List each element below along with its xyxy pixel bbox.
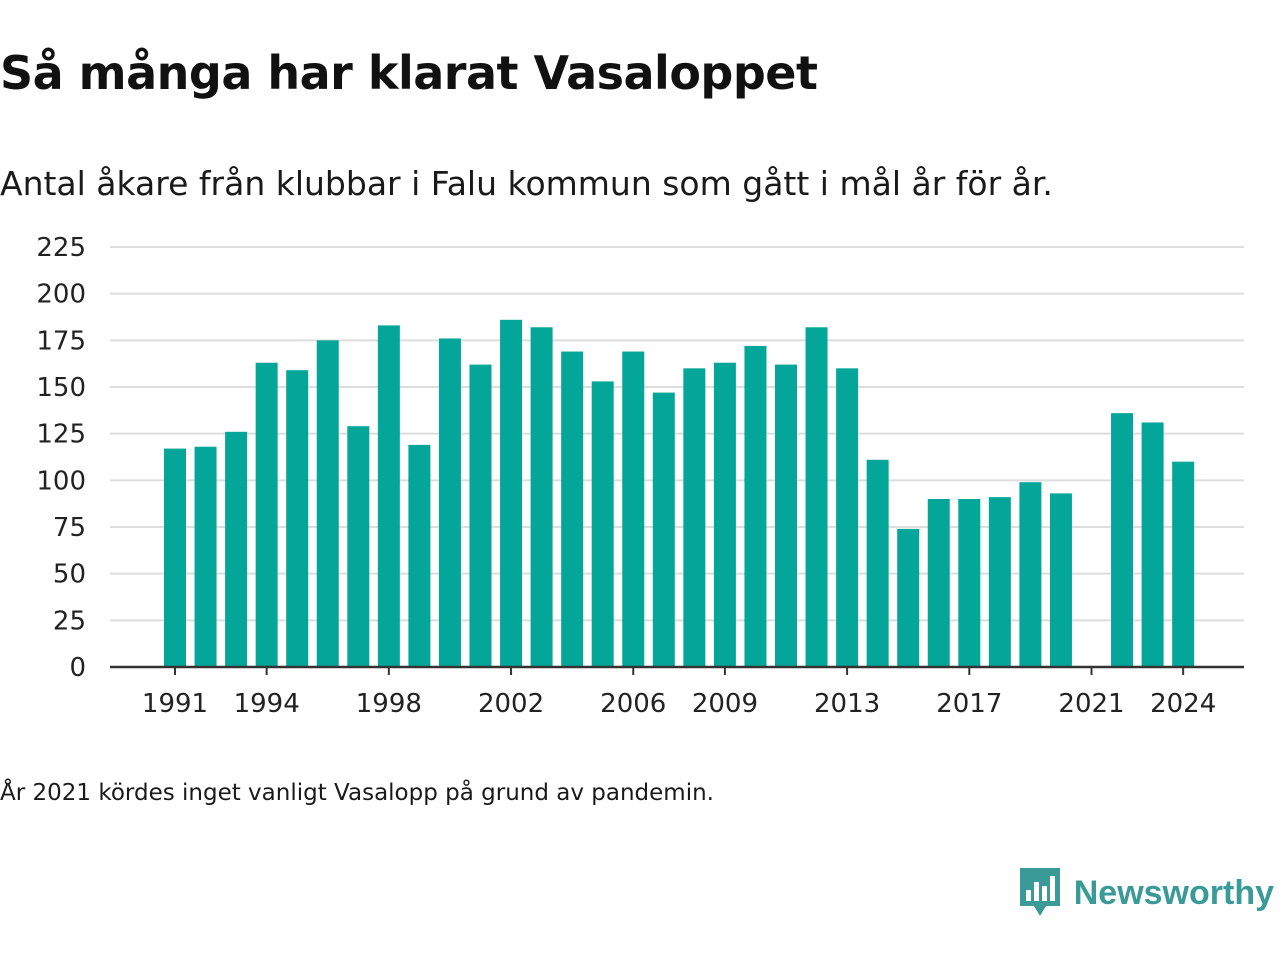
bar-2024 — [1172, 461, 1195, 667]
bar-2022 — [1111, 413, 1134, 667]
y-tick-label-75: 75 — [53, 513, 86, 543]
bar-2001 — [469, 364, 492, 667]
y-tick-label-225: 225 — [36, 233, 86, 263]
bar-2005 — [591, 381, 614, 667]
y-axis-tick-labels: 0 25 50 75 100 125 150 175 200 225 — [36, 233, 86, 683]
bar-1992 — [194, 446, 217, 667]
bar-2013 — [836, 368, 859, 667]
y-tick-label-100: 100 — [36, 466, 86, 496]
bar-2010 — [744, 345, 767, 667]
bar-1991 — [164, 448, 186, 667]
x-tick-label-1991: 1991 — [142, 689, 208, 719]
bar-2015 — [897, 528, 920, 667]
x-tick-label-2002: 2002 — [478, 689, 544, 719]
bar-2020 — [1049, 493, 1072, 667]
bar-2011 — [775, 364, 797, 667]
bar-2009 — [713, 362, 736, 667]
bar-chart: 0 25 50 75 100 125 150 175 200 225 1991 1994 1998 20… — [36, 233, 1244, 719]
bar-1997 — [347, 426, 370, 667]
bar-2000 — [438, 338, 461, 667]
bar-1996 — [316, 340, 339, 667]
x-axis-tick-labels: 1991 1994 1998 2002 2006 2009 2013 2017 2021 2024 — [142, 689, 1216, 719]
x-tick-label-2024: 2024 — [1150, 689, 1216, 719]
x-tick-label-1994: 1994 — [234, 689, 300, 719]
bar-2003 — [530, 327, 553, 667]
x-tick-label-2006: 2006 — [600, 689, 666, 719]
chart-subtitle: Antal åkare från klubbar i Falu kommun s… — [0, 164, 1053, 203]
x-axis — [110, 665, 1244, 675]
bar-1999 — [408, 444, 431, 667]
bar-1998 — [377, 325, 400, 667]
bar-2004 — [561, 351, 584, 667]
bar-2007 — [652, 392, 675, 667]
x-tick-label-2009: 2009 — [692, 689, 758, 719]
bar-2008 — [683, 368, 706, 667]
footnote: År 2021 kördes inget vanligt Vasalopp på… — [0, 780, 714, 806]
y-tick-label-125: 125 — [36, 420, 86, 450]
newsworthy-logo-icon — [1019, 868, 1060, 916]
bar-1995 — [286, 370, 309, 667]
y-tick-label-175: 175 — [36, 326, 86, 356]
y-tick-label-25: 25 — [53, 606, 86, 636]
bar-2018 — [988, 497, 1011, 667]
bar-2012 — [805, 327, 828, 667]
x-tick-label-2013: 2013 — [814, 689, 880, 719]
bar-2016 — [927, 499, 950, 667]
bar-1993 — [225, 431, 248, 667]
y-tick-label-0: 0 — [69, 653, 86, 683]
bar-1994 — [255, 362, 278, 667]
bar-2014 — [866, 459, 889, 667]
gridlines — [110, 246, 1244, 622]
bar-2002 — [500, 319, 523, 667]
brand-name: Newsworthy — [1073, 873, 1274, 912]
y-tick-label-50: 50 — [53, 560, 86, 590]
x-tick-label-2017: 2017 — [936, 689, 1002, 719]
x-tick-label-1998: 1998 — [356, 689, 422, 719]
bar-2023 — [1141, 422, 1164, 667]
brand: Newsworthy — [1019, 868, 1274, 918]
y-tick-label-200: 200 — [36, 280, 86, 310]
bar-2017 — [958, 499, 981, 667]
bar-2006 — [622, 351, 645, 667]
bar-2019 — [1019, 482, 1042, 667]
bars — [164, 319, 1195, 667]
chart-title: Så många har klarat Vasaloppet — [0, 46, 818, 100]
x-tick-label-2021: 2021 — [1058, 689, 1124, 719]
y-tick-label-150: 150 — [36, 373, 86, 403]
